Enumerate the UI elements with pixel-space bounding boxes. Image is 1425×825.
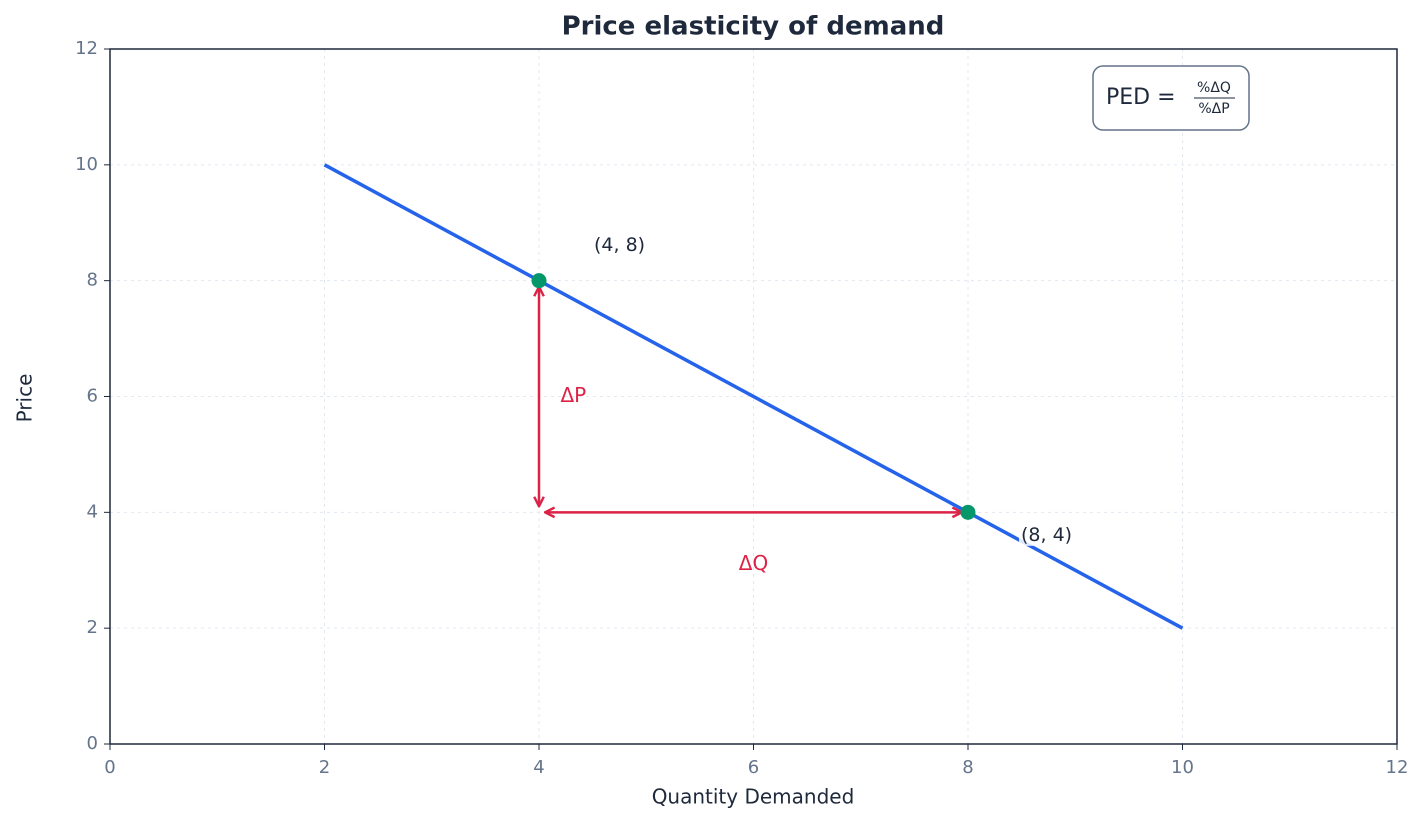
grid: 0 2 4 6 8 10 12 0 2 4 6 8 10 12 [75,38,1408,778]
point-label-bg [1019,523,1075,546]
x-tick-label: 10 [1171,757,1194,778]
formula-denominator: %ΔP [1198,101,1229,117]
x-tick-label: 6 [748,757,759,778]
point-label: (4, 8) [594,234,645,256]
arrow-label: ΔP [560,383,586,407]
y-tick-label: 8 [87,270,98,291]
point [960,504,976,520]
formula-frame [1092,65,1250,131]
chart-title: Price elasticity of demand [562,12,945,42]
y-axis-label: Price [13,374,37,423]
y-tick-label: 2 [87,617,98,638]
y-tick-label: 0 [87,733,98,754]
x-tick-label: 8 [962,757,973,778]
x-tick-label: 4 [533,757,544,778]
marks: ΔP ΔQ (4, 8) (8, 4) [323,163,1184,630]
point-label: (8, 4) [1021,524,1072,546]
x-tick-label: 2 [319,757,330,778]
x-axis-label: Quantity Demanded [652,785,855,809]
y-tick-label: 10 [75,154,98,175]
arrow-label: ΔQ [739,551,768,575]
x-tick-label: 12 [1386,757,1409,778]
demand-line [323,163,1184,630]
y-tick-label: 6 [87,386,98,407]
formula-lhs: PED = [1106,85,1176,110]
y-tick-label: 4 [87,501,98,522]
formula-numerator: %ΔQ [1197,80,1231,96]
plot-frame [109,48,1398,745]
point-label-bg [592,234,648,257]
point [531,273,547,289]
x-tick-label: 0 [104,757,115,778]
y-tick-label: 12 [75,38,98,59]
formula-box: PED = %ΔQ %ΔP [1092,65,1250,131]
